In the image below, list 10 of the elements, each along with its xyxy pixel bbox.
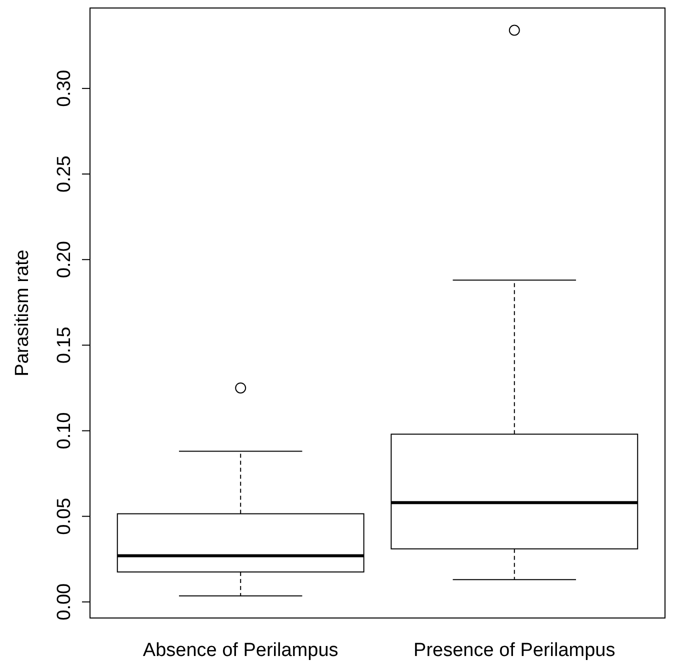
y-axis-title: Parasitism rate [12,250,33,376]
y-tick-label: 0.20 [54,241,75,278]
y-tick-label: 0.10 [54,412,75,450]
x-tick-label: Presence of Perilampus [414,640,616,661]
y-tick-label: 0.05 [54,498,75,535]
x-tick-label: Absence of Perilampus [142,640,338,661]
y-tick-label: 0.15 [54,326,75,364]
y-tick-label: 0.25 [54,156,75,193]
y-tick-label: 0.30 [54,70,75,107]
y-tick-label: 0.00 [54,583,75,620]
